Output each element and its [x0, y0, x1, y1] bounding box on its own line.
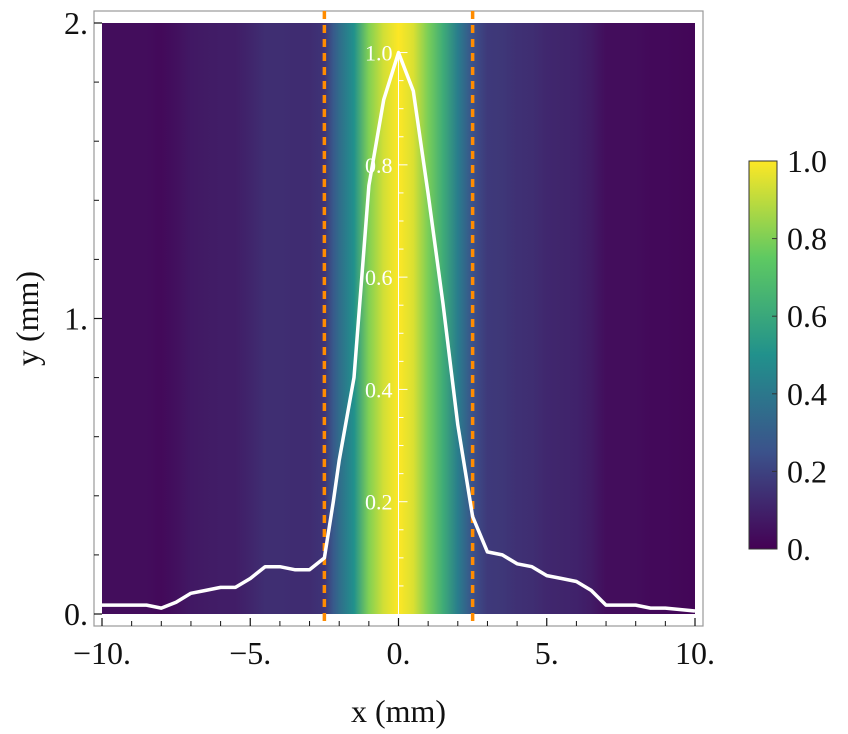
- x-axis-title: x (mm): [351, 693, 446, 729]
- colorbar-gradient: [748, 160, 778, 550]
- y-tick-label: 2.: [64, 5, 88, 41]
- x-tick-label: −5.: [229, 635, 271, 671]
- colorbar-tick-label: 1.0: [787, 143, 827, 179]
- colorbar-tick-label: 0.6: [787, 298, 827, 334]
- x-tick-label: −10.: [73, 635, 131, 671]
- x-tick-label: 10.: [675, 635, 715, 671]
- x-axis-ticks: −10. −5. 0. 5. 10.: [73, 618, 715, 671]
- x-tick-label: 5.: [535, 635, 559, 671]
- inner-tick-label: 1.0: [365, 41, 393, 66]
- colorbar-ticks: 0. 0.2 0.4 0.6 0.8 1.0: [772, 143, 827, 567]
- inner-tick-label: 0.6: [365, 265, 393, 290]
- colorbar-tick-label: 0.: [787, 531, 811, 567]
- colorbar: 0. 0.2 0.4 0.6 0.8 1.0: [748, 143, 827, 567]
- y-tick-label: 0.: [64, 596, 88, 632]
- colorbar-tick-label: 0.2: [787, 453, 827, 489]
- inner-tick-label: 0.2: [365, 490, 393, 515]
- y-axis-title: y (mm): [9, 271, 45, 366]
- colorbar-tick-label: 0.8: [787, 221, 827, 257]
- inner-tick-label: 0.4: [365, 377, 393, 402]
- marker-lines: [322, 11, 475, 626]
- x-tick-label: 0.: [387, 635, 411, 671]
- intensity-profile-line: [102, 50, 696, 613]
- colorbar-tick-label: 0.4: [787, 376, 827, 412]
- y-axis-ticks: 0. 1. 2.: [64, 5, 102, 632]
- y-tick-label: 1.: [64, 301, 88, 337]
